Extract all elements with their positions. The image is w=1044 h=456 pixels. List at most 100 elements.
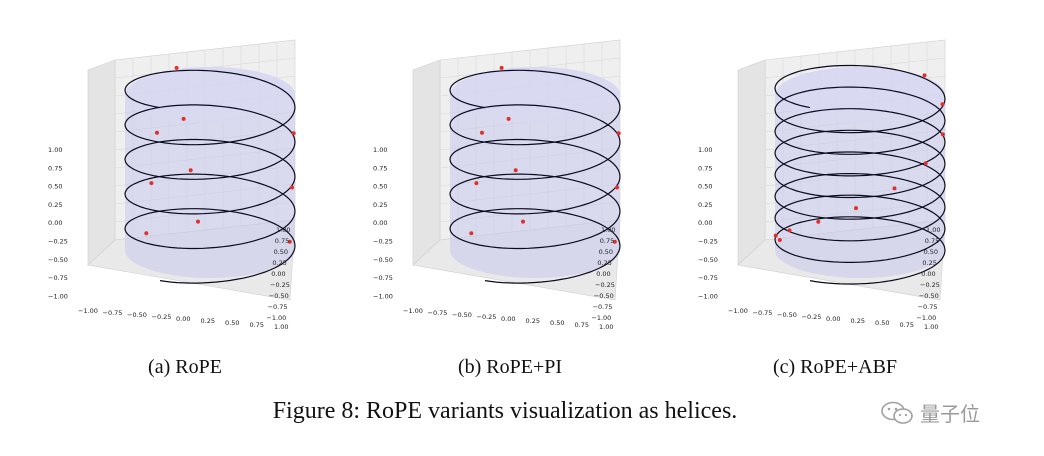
x-tick-label: 0.50 <box>550 319 564 327</box>
y-tick-label: 0.75 <box>275 237 289 245</box>
z-tick-label: 0.50 <box>698 183 712 191</box>
x-tick-label: 1.00 <box>924 323 938 331</box>
sample-point <box>188 168 193 173</box>
y-tick-label: −0.50 <box>269 292 289 300</box>
sample-point <box>616 131 621 136</box>
sample-point <box>181 116 186 121</box>
x-tick-label: −1.00 <box>728 307 748 315</box>
x-tick-label: −0.75 <box>103 309 123 317</box>
cylinder-surface <box>450 67 620 278</box>
y-tick-label: −0.25 <box>920 281 940 289</box>
z-tick-label: 1.00 <box>373 146 387 154</box>
z-tick-label: −1.00 <box>373 292 393 300</box>
sample-point <box>469 231 474 236</box>
z-tick-label: −0.50 <box>48 256 68 264</box>
y-tick-label: 0.75 <box>600 237 614 245</box>
sample-point <box>940 102 945 107</box>
subcaption-rope-abf: (c) RoPE+ABF <box>772 356 898 378</box>
sample-point <box>149 181 154 186</box>
x-tick-label: −0.75 <box>753 309 773 317</box>
cylinder-surface <box>125 67 295 278</box>
plot-axes: 1.00 0.75 0.50 0.25 0.00 −0.25 −0.50 −0.75 −1.00… <box>48 39 296 331</box>
wechat-logo-icon <box>881 401 913 424</box>
z-tick-label: −1.00 <box>48 292 68 300</box>
y-tick-label: 0.75 <box>925 237 939 245</box>
x-tick-label: −0.50 <box>127 311 147 319</box>
x-tick-label: −0.50 <box>777 311 797 319</box>
subcaption-rope-pi: (b) RoPE+PI <box>457 356 563 378</box>
y-tick-label: −0.75 <box>268 303 288 311</box>
sample-point <box>196 219 200 224</box>
x-tick-label: 0.50 <box>875 319 889 327</box>
x-tick-label: 0.25 <box>201 317 215 325</box>
side-pane <box>87 59 116 266</box>
side-pane <box>412 59 441 266</box>
z-tick-label: 0.25 <box>48 201 62 209</box>
y-tick-label: 0.50 <box>599 248 613 256</box>
z-tick-label: 1.00 <box>48 146 62 154</box>
y-tick-label: −1.00 <box>591 314 611 322</box>
sample-point <box>290 185 294 190</box>
x-tick-label: −0.25 <box>477 313 497 321</box>
sample-point <box>144 231 149 236</box>
watermark-text: 量子位 <box>920 402 980 426</box>
x-tick-label: −0.25 <box>802 313 822 321</box>
y-tick-label: 1.00 <box>276 226 290 234</box>
x-tick-label: 0.75 <box>575 321 589 329</box>
z-tick-label: −0.75 <box>48 274 68 282</box>
y-tick-label: −1.00 <box>266 314 286 322</box>
sample-point <box>777 238 782 242</box>
z-tick-label: 0.50 <box>373 183 387 191</box>
y-tick-label: 0.00 <box>271 270 285 278</box>
z-tick-label: −0.75 <box>373 274 393 282</box>
x-tick-label: −0.50 <box>452 311 472 319</box>
sample-point <box>291 131 296 136</box>
y-tick-label: −0.75 <box>918 303 938 311</box>
sample-point <box>155 130 159 135</box>
y-tick-label: 0.25 <box>922 259 936 267</box>
side-pane <box>737 59 766 266</box>
z-tick-label: −0.50 <box>373 256 393 264</box>
sample-point <box>480 130 484 135</box>
cylinder-top <box>450 67 620 123</box>
sample-point <box>892 186 897 191</box>
z-tick-label: 0.75 <box>48 164 62 172</box>
x-tick-label: 1.00 <box>274 323 288 331</box>
z-tick-label: −0.25 <box>373 238 393 246</box>
x-tick-label: 0.25 <box>526 317 540 325</box>
helix-plot-rope: 1.00 0.75 0.50 0.25 0.00 −0.25 −0.50 −0.75 −1.00… <box>48 39 296 331</box>
z-tick-label: −0.25 <box>48 238 68 246</box>
panel-rope-abf: 1.00 0.75 0.50 0.25 0.00 −0.25 −0.50 −0.75 −1.00… <box>690 0 1020 378</box>
figure-caption: Figure 8: RoPE variants visualization as… <box>272 398 738 424</box>
cylinder-top <box>775 67 945 123</box>
sample-point <box>940 132 945 137</box>
y-tick-label: 1.00 <box>926 226 940 234</box>
y-tick-label: 0.00 <box>921 270 935 278</box>
panel-rope-pi: 1.00 0.75 0.50 0.25 0.00 −0.25 −0.50 −0.75 −1.00… <box>365 0 695 378</box>
z-tick-label: −0.75 <box>698 274 718 282</box>
sample-point <box>854 206 858 211</box>
y-tick-label: −0.50 <box>594 292 614 300</box>
subcaption-rope: (a) RoPE <box>148 356 222 378</box>
y-tick-label: 0.25 <box>597 259 611 267</box>
helix-curve <box>774 64 946 285</box>
sample-point <box>513 168 518 173</box>
sample-point <box>923 161 928 166</box>
sample-point <box>787 228 792 233</box>
x-tick-label: 0.00 <box>176 315 190 323</box>
z-tick-label: 0.50 <box>48 183 62 191</box>
y-tick-label: −0.25 <box>595 281 615 289</box>
x-tick-label: 0.00 <box>501 315 515 323</box>
x-tick-label: 1.00 <box>599 323 613 331</box>
helix-plot-rope-abf: 1.00 0.75 0.50 0.25 0.00 −0.25 −0.50 −0.75 −1.00… <box>698 39 946 331</box>
z-tick-label: 0.00 <box>698 219 712 227</box>
y-tick-label: 1.00 <box>601 226 615 234</box>
y-tick-label: 0.25 <box>272 259 286 267</box>
z-tick-label: 1.00 <box>698 146 712 154</box>
sample-point <box>287 239 292 244</box>
x-tick-label: 0.75 <box>250 321 264 329</box>
y-tick-label: −1.00 <box>916 314 936 322</box>
y-tick-label: 0.00 <box>596 270 610 278</box>
z-tick-label: −1.00 <box>698 292 718 300</box>
sample-point <box>816 219 821 224</box>
